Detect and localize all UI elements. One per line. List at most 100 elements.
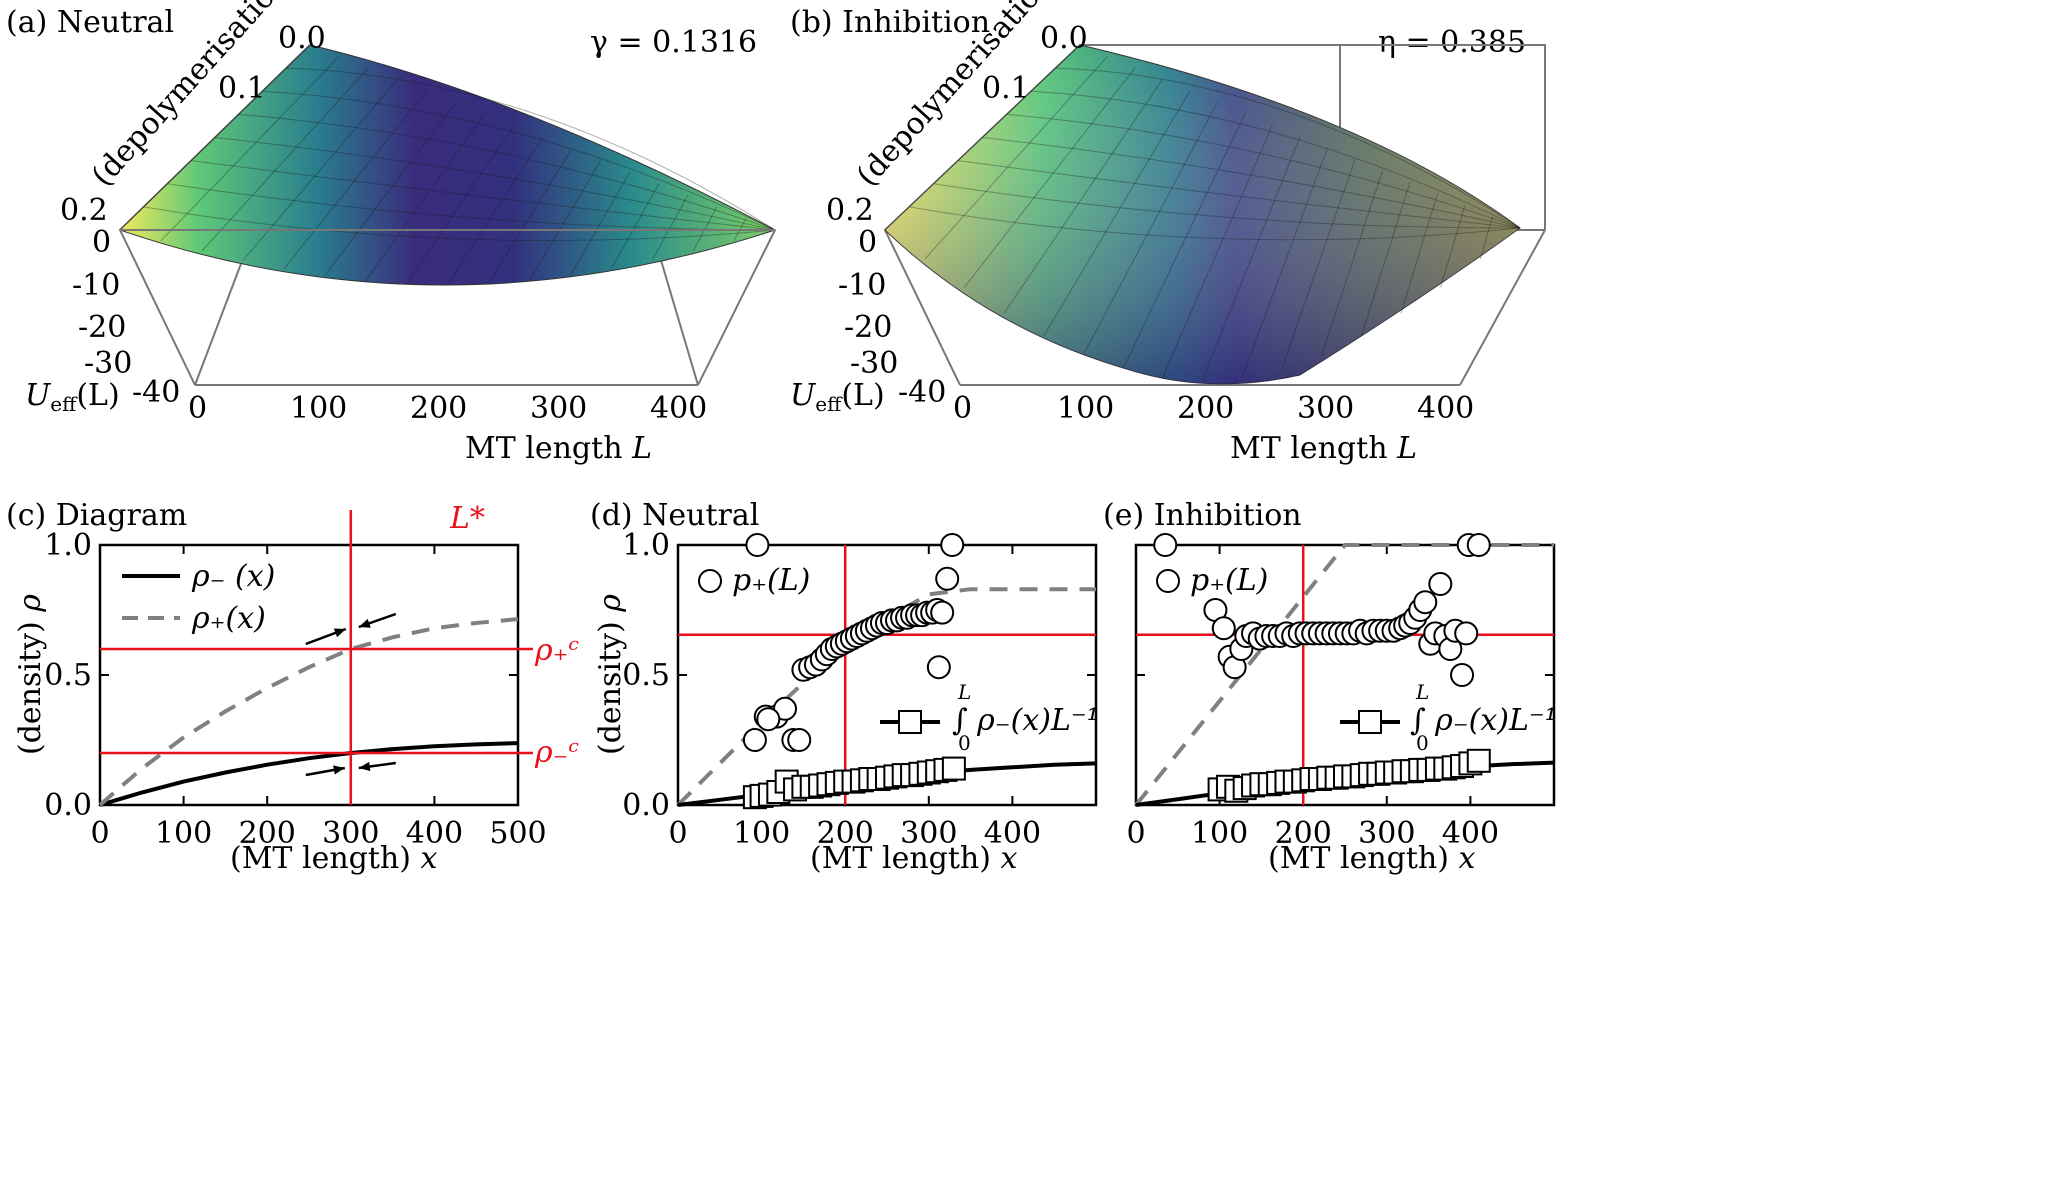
legend-rho-minus: ρ₋ (x) [191,559,275,594]
mesh-curve [191,160,776,231]
panel-b-surface-mesh [909,56,1521,381]
panel-a-xtick-3: 300 [530,391,587,426]
circle-marker [930,600,955,625]
mesh-line [1321,170,1383,355]
y-tick-label: 0.5 [44,658,92,693]
panel-a-xtick-0: 0 [188,391,207,426]
panel-b-ztick-0: 0 [858,225,877,260]
panel-e-label: (e) Inhibition [1103,498,1302,533]
legend-e-square [1358,710,1382,734]
arrow-head [358,761,371,772]
panel-b-ztick-3: -30 [850,346,898,381]
mesh-line [201,67,369,252]
arrow-head [333,765,345,775]
legend-e-int-lower: 0 [1416,731,1429,755]
panel-b-surface-plot: (b) Inhibition η = 0.385 0.0 0.1 0.2 0 -… [790,0,1546,466]
x-tick-label: 400 [406,816,463,851]
panel-b-dtick-0: 0.0 [1040,21,1088,56]
panel-b-xlabel: MT length L [1230,431,1417,466]
panel-a-xtick-2: 200 [410,391,467,426]
mesh-curve [167,183,776,231]
x-tick-label: 200 [239,816,296,851]
x-tick-label: 100 [733,816,790,851]
x-tick-label: 100 [1191,816,1248,851]
panel-c-xlabel: (MT length) x [230,841,437,876]
panel-e-xlabel: (MT length) x [1268,841,1475,876]
square-marker [941,756,966,781]
panel-a-surface [119,44,777,286]
mesh-line [528,160,602,282]
mesh-curve [1055,67,1521,229]
y-tick-label: 1.0 [44,528,92,563]
mesh-line [488,148,572,285]
panel-b-xtick-0: 0 [953,391,972,426]
circle-marker [1153,533,1178,557]
x-tick-label: 300 [322,816,379,851]
mesh-curve [1006,113,1521,229]
panel-a-ztick-1: -10 [72,268,120,303]
panel-a-ztick-2: -20 [78,310,126,345]
circle-marker [940,533,965,557]
mesh-line [963,67,1136,288]
panel-e-inhibition: (e) Inhibition 0 100 200 300 400 (MT length)… [1103,498,1557,876]
circle-marker [1454,621,1479,646]
mesh-line [1162,124,1273,378]
panel-c-ylabel: (density) ρ [13,594,48,755]
mesh-curve [958,160,1521,229]
panel-a-dtick-2: 0.2 [60,193,108,228]
mesh-line [924,56,1108,260]
mesh-curve [286,67,776,231]
mesh-curve [909,206,1521,241]
y-tick-label: 0.0 [622,788,670,823]
panel-a-xtick-4: 400 [650,391,707,426]
x-tick-label: 0 [90,816,109,851]
panel-d-plot-area: 0 100 200 300 400 0.0 0.5 1.0 [622,528,1098,851]
panel-b-ztick-1: -10 [838,268,886,303]
panel-a-xlabel: MT length L [465,431,652,466]
panel-a-surface-plot: (a) Neutral γ = 0.1316 0.0 0.1 0.2 0 -10… [6,0,777,466]
panel-e-plot-area: 0 100 200 300 400 [1126,533,1556,851]
legend-d-p-plus: p₊(L) [732,563,810,598]
circle-marker [745,533,770,557]
mesh-line [283,90,427,270]
x-tick-label: 100 [155,816,212,851]
legend-e-integral: ∫ ρ₋(x)L⁻¹ [1410,703,1557,738]
panel-b-xtick-4: 400 [1417,391,1474,426]
circle-marker [1450,663,1475,687]
panel-b-param: η = 0.385 [1378,25,1526,60]
mesh-line [1043,90,1191,337]
mesh-line [692,206,718,252]
panel-c-diagram: (c) Diagram 0 100 200 300 400 500 0.0 0.5 1.0 L*… [6,498,579,876]
axes-frame [98,543,520,807]
panel-b-surface-shade [885,45,1520,384]
x-tick-label: 400 [984,816,1041,851]
legend-d-int-lower: 0 [958,731,971,755]
mesh-line [406,125,514,285]
square-marker [1466,748,1491,773]
panel-c-lstar-label: L* [449,501,485,536]
panel-b-zlabel: Ueff(L) [790,378,885,416]
panel-b-dtick-1: 0.1 [982,71,1030,106]
mesh-line [447,137,543,286]
panel-a-ztick-3: -30 [84,346,132,381]
mesh-line [1440,204,1466,288]
arrow-head [358,618,371,628]
circle-marker [926,655,951,680]
circle-marker [787,728,812,752]
panel-b-xtick-1: 100 [1057,391,1114,426]
y-tick-label: 0.5 [622,658,670,693]
mesh-line [1400,193,1438,314]
mesh-line [1082,101,1218,355]
panel-d-ylabel: (density) ρ [593,594,628,755]
panel-c-rho-plus-c-label: ρ₊ᶜ [534,633,579,668]
panel-b-label: (b) Inhibition [790,5,990,40]
mesh-line [1003,79,1163,314]
x-tick-label: 200 [1275,816,1332,851]
legend-d-square [898,710,922,734]
panel-a-label: (a) Neutral [6,5,174,40]
circle-marker [1428,572,1453,596]
mesh-line [1122,113,1246,369]
panel-c-plot-area: 0 100 200 300 400 500 0.0 0.5 1.0 [44,510,547,851]
y-tick-label: 1.0 [622,528,670,563]
